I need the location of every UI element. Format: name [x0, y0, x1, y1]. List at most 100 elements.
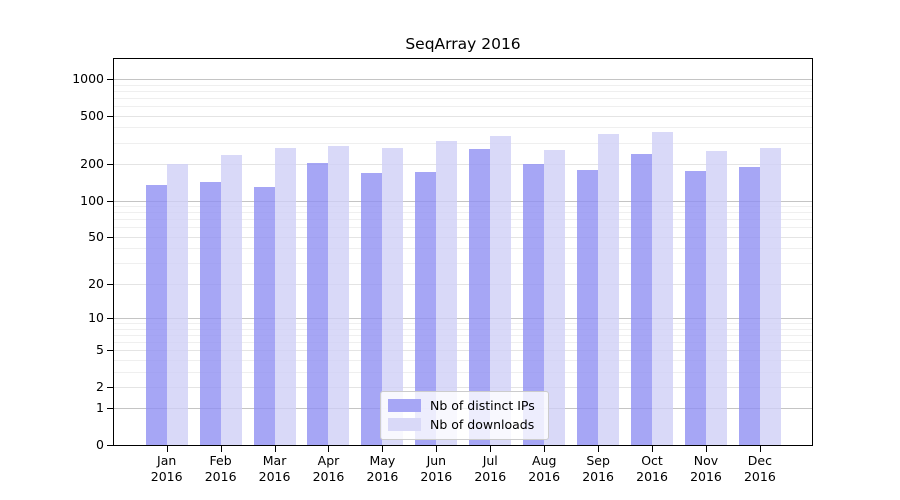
x-tick-label-feb: Feb 2016 — [204, 453, 237, 484]
y-tick-label: 5 — [96, 342, 104, 358]
y-tick — [107, 317, 113, 319]
gridline-decade — [114, 79, 812, 80]
x-tick-label-sep: Sep 2016 — [582, 453, 615, 484]
bar-nb-of-distinct-ips-aug — [523, 163, 545, 445]
x-tick — [705, 446, 707, 452]
x-tick-label-jul: Jul 2016 — [474, 453, 507, 484]
x-tick — [220, 446, 222, 452]
gridline-minor — [114, 227, 812, 229]
chart-title: SeqArray 2016 — [405, 35, 521, 53]
legend: Nb of distinct IPs Nb of downloads — [380, 391, 549, 440]
x-tick-label-aug: Aug 2016 — [528, 453, 561, 484]
x-tick-label-apr: Apr 2016 — [312, 453, 345, 484]
bar-nb-of-downloads-jun — [436, 140, 458, 445]
gridline-decade — [114, 317, 812, 319]
gridline-minor — [114, 90, 812, 92]
x-tick — [759, 446, 761, 452]
y-tick — [107, 115, 113, 117]
y-tick-label: 1 — [96, 400, 104, 416]
gridline-major — [114, 115, 812, 117]
gridline-major — [114, 164, 812, 166]
gridline-decade — [114, 200, 812, 202]
x-tick-label-oct: Oct 2016 — [636, 453, 668, 484]
x-tick-label-may: May 2016 — [366, 453, 399, 484]
y-tick — [107, 408, 113, 410]
legend-item-distinct-ips: Nb of distinct IPs — [388, 396, 542, 415]
bar-nb-of-downloads-dec — [759, 148, 781, 445]
bar-nb-of-distinct-ips-oct — [631, 153, 653, 445]
gridline-minor — [114, 206, 812, 208]
x-tick-label-mar: Mar 2016 — [258, 453, 291, 484]
bar-nb-of-downloads-jan — [166, 164, 188, 445]
y-tick-label: 0 — [96, 437, 104, 452]
gridline-minor — [114, 371, 812, 373]
bar-nb-of-distinct-ips-jan — [145, 184, 167, 445]
x-tick — [166, 446, 168, 452]
legend-label-downloads: Nb of downloads — [430, 417, 535, 432]
x-tick-label-nov: Nov 2016 — [690, 453, 722, 484]
x-tick — [544, 446, 546, 452]
bar-nb-of-distinct-ips-nov — [684, 170, 706, 445]
bar-nb-of-distinct-ips-apr — [307, 163, 329, 445]
bar-nb-of-downloads-feb — [220, 154, 242, 445]
legend-swatch-distinct-ips-icon — [388, 399, 421, 412]
x-tick-label-dec: Dec 2016 — [743, 453, 776, 484]
x-tick — [598, 446, 600, 452]
gridline-major — [114, 350, 812, 352]
bar-nb-of-downloads-apr — [328, 145, 350, 445]
bar-nb-of-downloads-may — [382, 148, 404, 445]
gridline-minor — [114, 248, 812, 250]
gridline-minor — [114, 328, 812, 330]
gridline-minor — [114, 84, 812, 86]
gridline-minor — [114, 359, 812, 361]
y-tick — [107, 350, 113, 352]
y-tick — [107, 79, 113, 80]
x-tick — [382, 446, 384, 452]
bar-nb-of-distinct-ips-feb — [199, 182, 221, 445]
bar-nb-of-downloads-oct — [652, 132, 674, 445]
x-tick-label-jun: Jun 2016 — [420, 453, 453, 484]
x-tick — [274, 446, 276, 452]
y-tick-label: 2 — [96, 378, 104, 394]
bar-nb-of-distinct-ips-dec — [738, 166, 760, 445]
gridline-minor — [114, 212, 812, 214]
bar-nb-of-distinct-ips-jun — [415, 171, 437, 445]
legend-item-downloads: Nb of downloads — [388, 415, 542, 434]
x-tick-label-jan: Jan 2016 — [150, 453, 183, 484]
bar-nb-of-downloads-jul — [490, 136, 512, 445]
y-tick — [107, 386, 113, 388]
x-tick — [436, 446, 438, 452]
gridline-minor — [114, 334, 812, 336]
gridline-minor — [114, 323, 812, 325]
gridlines-layer — [114, 59, 812, 445]
gridline-minor — [114, 263, 812, 265]
bars-layer — [114, 59, 812, 445]
bar-nb-of-distinct-ips-mar — [253, 187, 275, 445]
y-tick — [107, 445, 113, 446]
bar-nb-of-distinct-ips-may — [361, 172, 383, 445]
x-tick — [652, 446, 654, 452]
bar-nb-of-downloads-aug — [544, 150, 566, 445]
gridline-minor — [114, 219, 812, 221]
y-tick — [107, 236, 113, 238]
y-tick-label: 20 — [88, 275, 104, 291]
plot-area — [113, 58, 813, 446]
legend-label-distinct-ips: Nb of distinct IPs — [430, 398, 535, 413]
y-tick — [107, 200, 113, 202]
y-tick-label: 50 — [88, 228, 104, 244]
gridline-minor — [114, 97, 812, 99]
y-tick-label: 500 — [80, 107, 104, 123]
y-tick-label: 10 — [88, 309, 104, 325]
y-tick-label: 1000 — [72, 71, 104, 86]
bar-nb-of-downloads-mar — [274, 148, 296, 445]
bar-nb-of-downloads-sep — [598, 134, 620, 445]
gridline-minor — [114, 106, 812, 108]
gridline-major — [114, 236, 812, 238]
gridline-major — [114, 386, 812, 388]
y-tick-label: 100 — [80, 192, 104, 208]
y-tick — [107, 164, 113, 166]
bar-nb-of-downloads-nov — [705, 151, 727, 445]
gridline-major — [114, 283, 812, 285]
